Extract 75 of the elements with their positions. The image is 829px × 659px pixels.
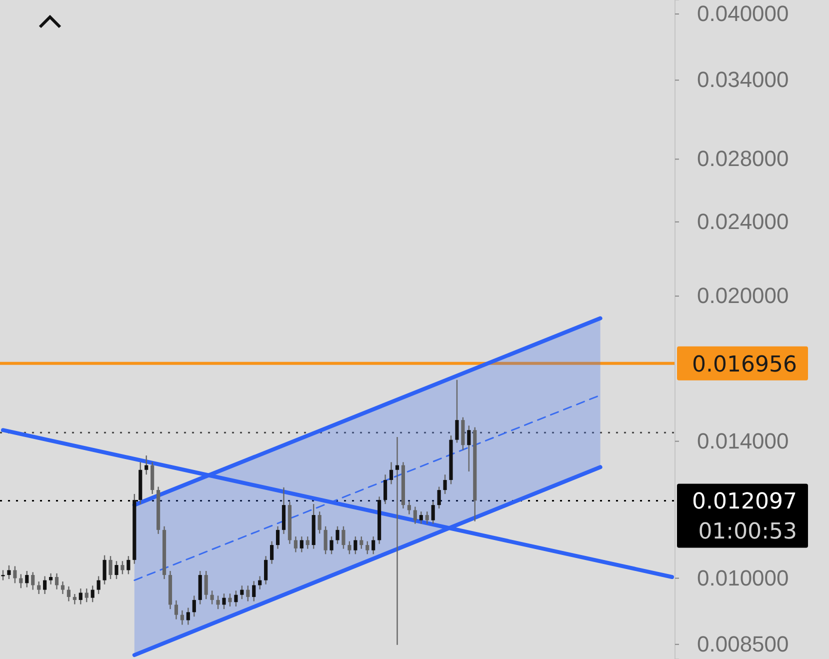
candlestick — [336, 526, 340, 544]
candlestick — [443, 474, 447, 495]
candlestick — [7, 564, 11, 580]
candlestick — [413, 506, 417, 524]
candlestick — [389, 462, 394, 485]
candlestick — [240, 585, 244, 600]
candlestick — [270, 540, 274, 564]
candlestick — [210, 590, 214, 605]
y-tick-label: 0.024000 — [697, 208, 789, 234]
candlestick — [324, 526, 328, 555]
candlestick — [13, 566, 17, 584]
candlestick — [467, 425, 471, 472]
candlestick — [246, 585, 250, 602]
candlestick — [228, 592, 232, 608]
candlestick — [431, 501, 435, 524]
candlestick — [354, 536, 358, 555]
candlestick — [276, 526, 280, 550]
candlestick — [66, 586, 70, 602]
candlestick — [264, 555, 268, 585]
candlestick — [72, 593, 76, 605]
y-tick-label: 0.020000 — [697, 283, 789, 308]
candlestick — [437, 486, 441, 510]
candlestick — [31, 572, 35, 590]
candlestick — [192, 595, 196, 618]
y-tick-label: 0.040000 — [697, 1, 789, 26]
candlestick — [1, 570, 5, 581]
candlestick — [120, 560, 124, 575]
ref-line-label: 0.012097 — [692, 490, 797, 515]
candlestick — [294, 536, 298, 553]
candlestick — [222, 592, 226, 610]
candlestick — [342, 526, 346, 550]
candlestick — [78, 588, 82, 605]
candlestick — [407, 501, 411, 515]
candlestick — [300, 536, 304, 553]
candlestick — [37, 580, 41, 595]
y-tick-label: 0.008500 — [697, 631, 789, 656]
candlestick — [318, 510, 322, 534]
candlestick — [25, 570, 29, 588]
candlestick — [455, 379, 459, 444]
candlestick — [126, 555, 130, 575]
candlestick — [90, 585, 94, 603]
candlestick — [330, 536, 334, 555]
candlestick — [108, 555, 112, 580]
candlestick — [360, 536, 364, 550]
ref-line-label: 0.016956 — [692, 352, 797, 378]
candlestick — [19, 574, 23, 589]
candlestick — [395, 436, 400, 646]
candlestick — [372, 536, 376, 555]
candlestick — [306, 536, 310, 550]
candlestick — [186, 607, 190, 626]
candlestick — [234, 590, 238, 608]
candlestick — [348, 540, 352, 555]
candlestick — [425, 510, 429, 524]
candlestick — [180, 610, 184, 626]
candlestick — [383, 474, 388, 505]
candlestick — [102, 554, 106, 585]
candlestick — [96, 576, 100, 595]
candlestick — [419, 510, 423, 524]
candlestick — [60, 580, 65, 595]
candlestick — [43, 576, 47, 595]
y-tick-label: 0.034000 — [697, 67, 789, 92]
text: 01:00:53 — [698, 520, 797, 545]
candlestick — [54, 572, 59, 590]
candlestick — [144, 454, 148, 476]
candlestick — [204, 570, 208, 600]
candlestick — [84, 588, 88, 603]
candlestick — [216, 595, 220, 610]
y-tick-label: 0.010000 — [697, 565, 789, 590]
candlestick — [252, 580, 256, 602]
y-tick-label: 0.028000 — [697, 146, 789, 172]
candlestick — [174, 600, 178, 620]
y-tick-label: 0.014000 — [697, 428, 789, 454]
candlestick — [366, 540, 370, 555]
candlestick — [114, 560, 118, 580]
candlestick — [48, 572, 53, 585]
